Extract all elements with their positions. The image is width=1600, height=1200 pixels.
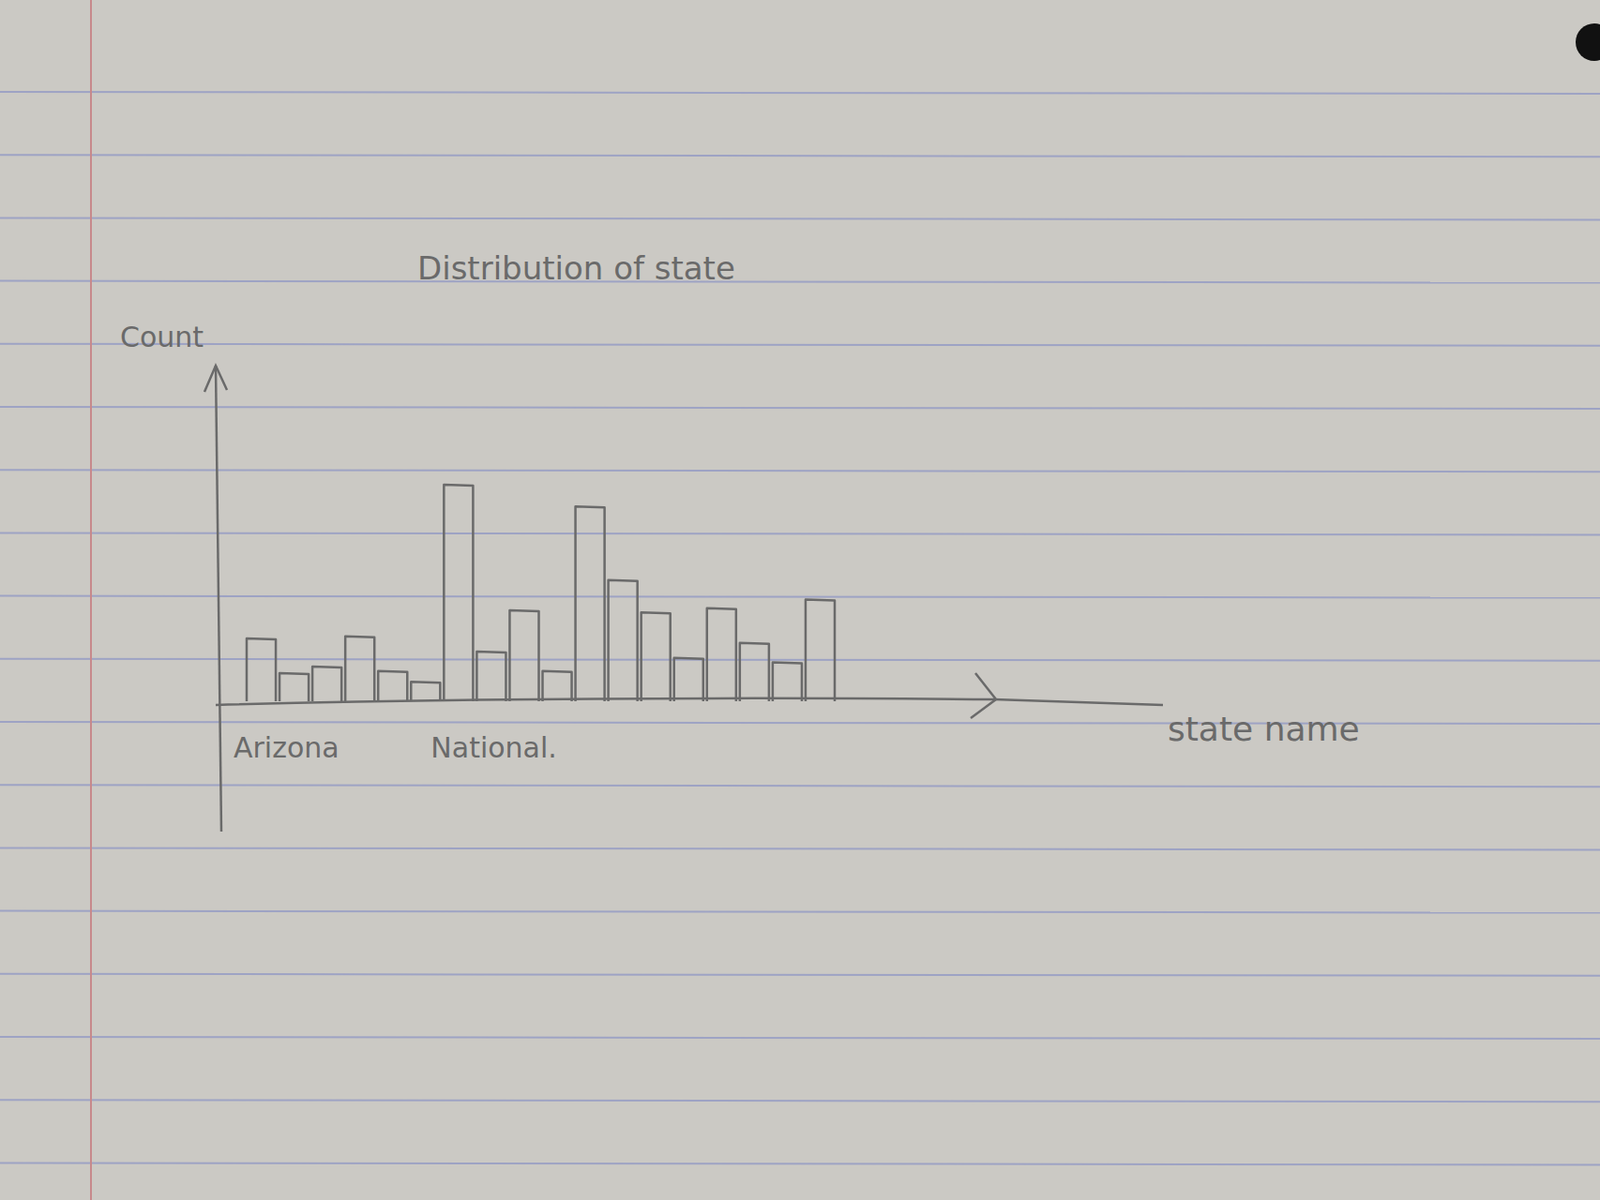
paper: [0, 0, 1600, 1200]
bar: [443, 484, 473, 702]
y-axis: [215, 365, 222, 832]
ruled-line: [0, 1100, 1600, 1102]
ruled-line: [0, 1162, 1600, 1165]
bar: [279, 673, 309, 702]
bar: [674, 658, 704, 702]
ruled-line: [0, 596, 1600, 599]
punch-hole: [1575, 23, 1600, 61]
ruled-line: [0, 974, 1600, 977]
page: Distribution of state Count state name Ariz…: [0, 0, 1600, 1200]
title: Distribution of state: [417, 249, 736, 287]
ruled-line: [0, 154, 1600, 157]
ruled-line: [0, 469, 1600, 472]
bar: [509, 610, 539, 702]
bar: [805, 599, 835, 702]
ruled-line: [0, 281, 1600, 284]
bar: [312, 666, 342, 702]
x-label: state name: [1167, 709, 1360, 749]
bar: [345, 636, 375, 702]
ruled-line: [0, 784, 1600, 787]
y-label: Count: [120, 320, 204, 354]
bar: [608, 580, 638, 702]
x-tick-label: Arizona: [233, 731, 340, 765]
ruled-line: [0, 532, 1600, 535]
bar: [641, 612, 671, 702]
bar: [739, 643, 770, 702]
bars: [246, 484, 835, 702]
bar: [377, 671, 408, 702]
ruled-line: [0, 659, 1600, 662]
ruled-line: [0, 847, 1600, 850]
x-axis-arrow: [970, 673, 997, 719]
x-tick-label: National.: [430, 731, 558, 765]
bar: [543, 671, 573, 702]
margin-line: [90, 0, 92, 1200]
ruled-line: [0, 1037, 1600, 1040]
ruled-line: [0, 344, 1600, 347]
ruled-line: [0, 722, 1600, 725]
ruled-line: [0, 911, 1600, 914]
ruled-line: [0, 217, 1600, 220]
bar: [575, 506, 605, 702]
bar: [410, 681, 440, 702]
bar: [707, 608, 737, 702]
ruled-line: [0, 407, 1600, 409]
x-axis: [215, 698, 1163, 706]
y-axis-arrow: [204, 365, 227, 393]
ruled-line: [0, 91, 1600, 94]
bar: [772, 662, 802, 702]
bar: [476, 651, 506, 702]
chart: Distribution of state Count state name Ariz…: [0, 0, 1600, 1200]
bar: [246, 638, 276, 702]
